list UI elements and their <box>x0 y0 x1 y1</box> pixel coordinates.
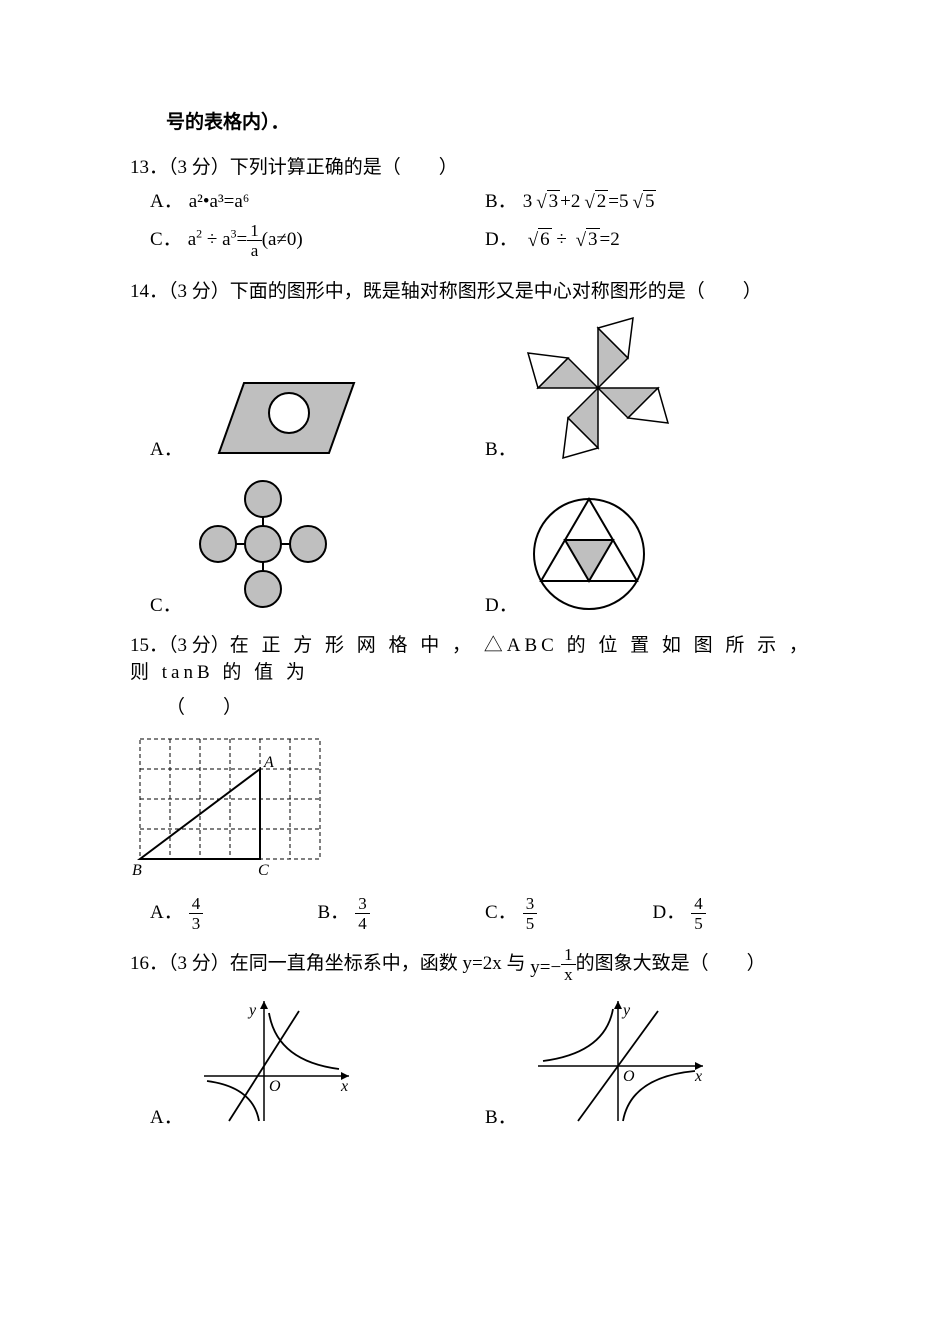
q13-text: 下列计算正确的是（ ） <box>230 157 458 178</box>
fraction: 1x <box>561 946 576 983</box>
vertex-A-label: A <box>263 754 274 771</box>
opt-label: D． <box>485 227 518 254</box>
graph-A-icon: y x O <box>189 991 359 1131</box>
sqrt-icon: 5 <box>629 189 657 216</box>
q14-option-D: D． <box>485 469 820 619</box>
q16-text-pre: 在同一直角坐标系中，函数 y=2x 与 <box>230 953 530 974</box>
opt-label: A． <box>150 1105 183 1132</box>
parallelogram-with-circle-icon <box>189 371 359 463</box>
sqrt-icon: 2 <box>580 189 608 216</box>
q14-number: 14．（3 分） <box>130 281 230 302</box>
opt-label: B． <box>485 189 517 216</box>
vertex-B-label: B <box>132 862 142 879</box>
q13-B-expr: 33+22=55 <box>523 189 657 216</box>
q15-text-line2: （ ） <box>166 695 820 722</box>
q14-stem: 14．（3 分）下面的图形中，既是轴对称图形又是中心对称图形的是（ ） <box>130 279 820 306</box>
q16-stem: 16．（3 分）在同一直角坐标系中，函数 y=2x 与 y=−1x的图象大致是（… <box>130 946 820 983</box>
q15-options: A． 43 B． 34 C． 35 D． 45 <box>150 895 820 932</box>
fraction: 1a <box>247 222 262 259</box>
q13-A-expr: a²•a³=a⁶ <box>189 189 250 216</box>
fraction: 45 <box>691 895 706 932</box>
opt-label: C． <box>485 900 517 927</box>
fraction: 43 <box>189 895 204 932</box>
vertex-C-label: C <box>258 862 269 879</box>
fraction: 35 <box>523 895 538 932</box>
q13-option-A: A． a²•a³=a⁶ <box>150 189 485 216</box>
question-15: 15．（3 分）在 正 方 形 网 格 中 ， △ABC 的 位 置 如 图 所… <box>130 633 820 932</box>
q16-frac-lead: y=− <box>530 957 561 978</box>
sqrt-icon: 3 <box>532 189 560 216</box>
opt-label: B． <box>318 900 350 927</box>
q15-stem: 15．（3 分）在 正 方 形 网 格 中 ， △ABC 的 位 置 如 图 所… <box>130 633 820 686</box>
q16-option-B: B． y x O <box>485 991 820 1131</box>
svg-text:x: x <box>340 1078 348 1095</box>
q16-number: 16．（3 分） <box>130 953 230 974</box>
q13-options: A． a²•a³=a⁶ B． 33+22=55 C． a2 ÷ a3=1a(a≠… <box>150 189 820 265</box>
q15-text-line1: 在 正 方 形 网 格 中 ， △ABC 的 位 置 如 图 所 示 ， 则 t… <box>130 635 812 683</box>
opt-label: C． <box>150 593 182 620</box>
q15-option-C: C． 35 <box>485 895 653 932</box>
q14-option-C: C． <box>150 469 485 619</box>
q14-row2: C． D． <box>150 469 820 619</box>
opt-label: C． <box>150 227 182 254</box>
sqrt-icon: 3 <box>572 227 600 254</box>
svg-text:y: y <box>247 1002 257 1019</box>
q13-stem: 13．（3 分）下列计算正确的是（ ） <box>130 155 820 182</box>
five-circles-cross-icon <box>188 469 338 619</box>
q14-option-A: A． <box>150 313 485 463</box>
sqrt-icon: 6 <box>524 227 552 254</box>
svg-text:O: O <box>623 1068 635 1085</box>
opt-label: B． <box>485 1105 517 1132</box>
opt-label: A． <box>150 189 183 216</box>
pinwheel-icon <box>523 313 673 463</box>
q14-text: 下面的图形中，既是轴对称图形又是中心对称图形的是（ ） <box>230 281 762 302</box>
grid-triangle-icon: A B C <box>130 729 330 889</box>
q13-option-B: B． 33+22=55 <box>485 189 820 216</box>
svg-text:y: y <box>621 1002 631 1019</box>
q15-option-B: B． 34 <box>318 895 486 932</box>
q15-option-D: D． 45 <box>653 895 821 932</box>
section-header-fragment: 号的表格内）． <box>166 110 820 137</box>
q13-C-expr: a2 ÷ a3=1a(a≠0) <box>188 222 303 259</box>
q16-option-A: A． y x O <box>150 991 485 1131</box>
q13-number: 13．（3 分） <box>130 157 230 178</box>
question-16: 16．（3 分）在同一直角坐标系中，函数 y=2x 与 y=−1x的图象大致是（… <box>130 946 820 1131</box>
question-14: 14．（3 分）下面的图形中，既是轴对称图形又是中心对称图形的是（ ） A． B… <box>130 279 820 620</box>
q16-row: A． y x O B． <box>150 991 820 1131</box>
q15-number: 15．（3 分） <box>130 635 230 656</box>
opt-label: A． <box>150 437 183 464</box>
exam-page: 号的表格内）． 13．（3 分）下列计算正确的是（ ） A． a²•a³=a⁶ … <box>0 0 950 1131</box>
opt-label: D． <box>485 593 518 620</box>
q14-row1: A． B． <box>150 313 820 463</box>
opt-label: D． <box>653 900 686 927</box>
opt-label: A． <box>150 900 183 927</box>
q14-option-B: B． <box>485 313 820 463</box>
fraction: 34 <box>355 895 370 932</box>
graph-B-icon: y x O <box>523 991 713 1131</box>
question-13: 13．（3 分）下列计算正确的是（ ） A． a²•a³=a⁶ B． 33+22… <box>130 155 820 265</box>
svg-text:x: x <box>694 1068 702 1085</box>
q15-option-A: A． 43 <box>150 895 318 932</box>
q13-option-D: D． 6 ÷ 3=2 <box>485 222 820 259</box>
svg-text:O: O <box>269 1078 281 1095</box>
q13-D-expr: 6 ÷ 3=2 <box>524 227 620 254</box>
q13-option-C: C． a2 ÷ a3=1a(a≠0) <box>150 222 485 259</box>
q16-text-post: 的图象大致是（ ） <box>576 953 766 974</box>
triangle-in-circle-icon <box>524 489 654 619</box>
q15-figure: A B C <box>130 729 820 889</box>
opt-label: B． <box>485 437 517 464</box>
